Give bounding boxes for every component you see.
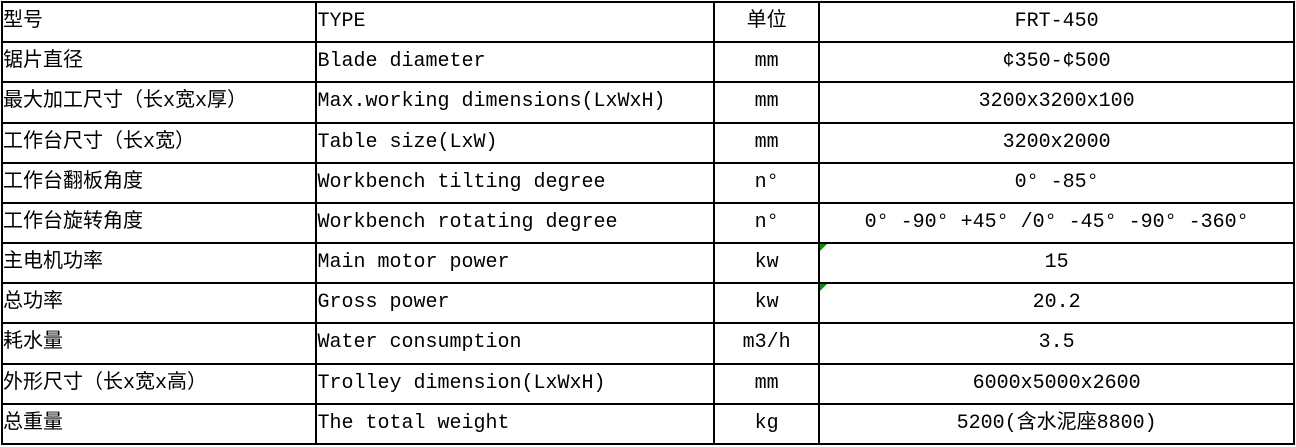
cell-unit-water-consumption: m3/h [713,322,821,365]
cell-value-total-weight: 5200(含水泥座8800) [818,402,1295,446]
cell-value-main-motor-power: 15 [818,242,1295,285]
table-row-gross-power: 总功率 Gross power kw 20.2 [0,282,1295,325]
cell-value-table-size: 3200x2000 [818,121,1295,164]
cell-cn-blade-diameter: 锯片直径 [0,41,318,84]
cell-cn-rotating-degree: 工作台旋转角度 [0,201,318,245]
table-row-rotating-degree: 工作台旋转角度 Workbench rotating degree n° 0° … [0,201,1295,245]
cell-unit-type: 单位 [713,0,821,44]
cell-value-trolley-dimension: 6000x5000x2600 [818,362,1295,405]
table-row-main-motor-power: 主电机功率 Main motor power kw 15 [0,242,1295,285]
cell-en-type: TYPE [315,0,716,44]
cell-en-table-size: Table size(LxW) [315,121,716,164]
cell-en-total-weight: The total weight [315,402,716,446]
cell-cn-tilting-degree: 工作台翻板角度 [0,161,318,204]
cell-value-max-working-dimensions: 3200x3200x100 [818,81,1295,124]
cell-unit-trolley-dimension: mm [713,362,821,405]
cell-en-rotating-degree: Workbench rotating degree [315,201,716,245]
cell-value-text: 15 [1044,251,1069,275]
cell-cn-total-weight: 总重量 [0,402,318,446]
cell-unit-gross-power: kw [713,282,821,325]
cell-value-text: 3.5 [1038,331,1075,355]
text-number-flag-icon [821,285,828,292]
cell-value-text: ¢350-¢500 [1002,50,1111,74]
cell-value-text: 20.2 [1032,291,1081,315]
cell-value-water-consumption: 3.5 [818,322,1295,365]
cell-value-text: FRT-450 [1014,10,1099,34]
table-row-blade-diameter: 锯片直径 Blade diameter mm ¢350-¢500 [0,41,1295,84]
table-row-table-size: 工作台尺寸（长x宽） Table size(LxW) mm 3200x2000 [0,121,1295,164]
table-row-tilting-degree: 工作台翻板角度 Workbench tilting degree n° 0° -… [0,161,1295,204]
cell-value-text: 3200x3200x100 [978,90,1135,114]
cell-en-main-motor-power: Main motor power [315,242,716,285]
cell-unit-rotating-degree: n° [713,201,821,245]
cell-value-text: 6000x5000x2600 [972,371,1141,395]
cell-en-gross-power: Gross power [315,282,716,325]
cell-en-max-working-dimensions: Max.working dimensions(LxWxH) [315,81,716,124]
cell-value-tilting-degree: 0° -85° [818,161,1295,204]
cell-cn-max-working-dimensions: 最大加工尺寸（长x宽x厚） [0,81,318,124]
table-row-trolley-dimension: 外形尺寸（长x宽x高） Trolley dimension(LxWxH) mm … [0,362,1295,405]
cell-unit-blade-diameter: mm [713,41,821,84]
cell-value-blade-diameter: ¢350-¢500 [818,41,1295,84]
cell-value-gross-power: 20.2 [818,282,1295,325]
table-row-water-consumption: 耗水量 Water consumption m3/h 3.5 [0,322,1295,365]
cell-value-type: FRT-450 [818,0,1295,44]
cell-cn-water-consumption: 耗水量 [0,322,318,365]
cell-cn-trolley-dimension: 外形尺寸（长x宽x高） [0,362,318,405]
cell-en-tilting-degree: Workbench tilting degree [315,161,716,204]
cell-value-text: 5200(含水泥座8800) [956,411,1157,435]
cell-en-blade-diameter: Blade diameter [315,41,716,84]
table-row-total-weight: 总重量 The total weight kg 5200(含水泥座8800) [0,402,1295,446]
cell-cn-gross-power: 总功率 [0,282,318,325]
cell-cn-main-motor-power: 主电机功率 [0,242,318,285]
cell-unit-max-working-dimensions: mm [713,81,821,124]
cell-en-water-consumption: Water consumption [315,322,716,365]
cell-unit-total-weight: kg [713,402,821,446]
cell-unit-main-motor-power: kw [713,242,821,285]
cell-en-trolley-dimension: Trolley dimension(LxWxH) [315,362,716,405]
cell-value-text: 3200x2000 [1002,130,1111,154]
table-row-max-working-dimensions: 最大加工尺寸（长x宽x厚） Max.working dimensions(LxW… [0,81,1295,124]
cell-unit-table-size: mm [713,121,821,164]
cell-cn-type: 型号 [0,0,318,44]
cell-value-text: 0° -90° +45° /0° -45° -90° -360° [864,210,1249,234]
table-row-type: 型号 TYPE 单位 FRT-450 [0,0,1295,44]
text-number-flag-icon [821,245,828,252]
cell-unit-tilting-degree: n° [713,161,821,204]
cell-value-text: 0° -85° [1014,170,1099,194]
cell-cn-table-size: 工作台尺寸（长x宽） [0,121,318,164]
cell-value-rotating-degree: 0° -90° +45° /0° -45° -90° -360° [818,201,1295,245]
